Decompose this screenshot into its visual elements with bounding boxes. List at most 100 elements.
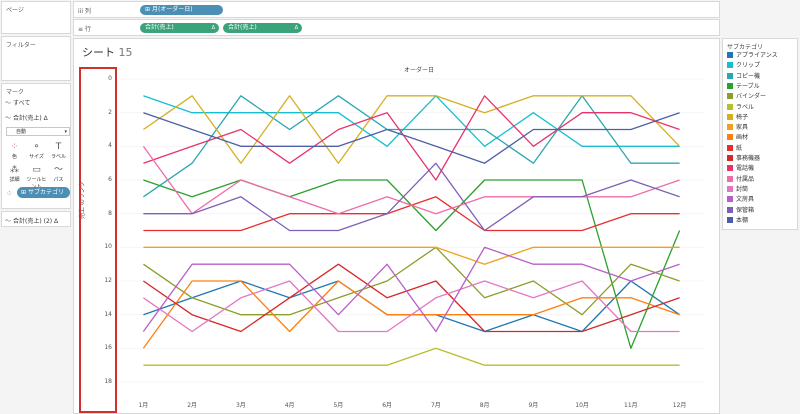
legend-item[interactable]: 椅子 — [727, 113, 748, 123]
series-line-11[interactable] — [143, 263, 680, 333]
marks-measure-row[interactable]: 〜合計(売上) Δ — [5, 113, 48, 122]
top-axis-title: オーダー日 — [404, 67, 435, 74]
marks-title: マーク — [6, 89, 25, 96]
legend-swatch — [727, 82, 733, 89]
line-mark-icon: 〜 — [5, 115, 12, 122]
line-chart[interactable] — [74, 39, 719, 413]
series-line-8[interactable] — [143, 246, 680, 265]
x-tick-label: 8月 — [479, 402, 490, 409]
columns-shelf[interactable]: iii 列 ⊞ 月(オーダー日) — [73, 1, 720, 18]
legend-label: バインダー — [736, 93, 767, 101]
legend-item[interactable]: 紙 — [727, 144, 743, 154]
path-label: パス — [53, 177, 64, 183]
delta-icon: Δ — [211, 25, 215, 31]
legend-item[interactable]: コピー機 — [727, 72, 761, 82]
size-button[interactable]: ⚬ サイズ — [26, 141, 47, 165]
series-line-1[interactable] — [143, 280, 680, 333]
y-tick-label: 8 — [108, 209, 112, 217]
series-line-16[interactable] — [143, 162, 680, 232]
y-tick-label: 16 — [104, 344, 112, 352]
legend-title: サブカテゴリ — [727, 44, 764, 51]
color-button[interactable]: ⁘ 色 — [4, 141, 25, 165]
legend-item[interactable]: バインダー — [727, 93, 766, 102]
rows-shelf-label: ≡ 行 — [78, 24, 91, 33]
series-line-6[interactable] — [143, 347, 680, 366]
color-label: 色 — [11, 154, 17, 160]
y-tick-label: 6 — [108, 176, 112, 183]
series-line-3[interactable] — [143, 95, 680, 198]
color-dots-icon: ⁘ — [6, 189, 13, 198]
marks-measure2-card[interactable]: 〜合計(売上) (2) Δ — [1, 211, 71, 227]
marks-all-row[interactable]: 〜すべて — [5, 98, 30, 107]
legend-label: クリップ — [736, 62, 761, 70]
legend-item[interactable]: 本棚 — [727, 216, 749, 226]
delta-icon: Δ — [52, 218, 59, 225]
series-line-14[interactable] — [143, 280, 680, 333]
series-line-13[interactable] — [142, 145, 680, 215]
sum-sales-pill-1[interactable]: 合計(売上) Δ — [140, 23, 219, 33]
series-line-7[interactable] — [143, 95, 681, 164]
legend-swatch — [727, 206, 733, 213]
size-icon: ⚬ — [32, 142, 41, 152]
legend-item[interactable]: ラベル — [727, 103, 755, 113]
legend-swatch — [727, 196, 733, 203]
legend-swatch — [727, 72, 733, 79]
legend-item[interactable]: 電話機 — [727, 165, 754, 174]
label-button[interactable]: T ラベル — [48, 141, 69, 165]
y-tick-label: 0 — [108, 75, 112, 82]
legend-label: コピー機 — [736, 72, 761, 80]
series-line-5[interactable] — [143, 246, 680, 316]
x-tick-label: 9月 — [528, 402, 539, 409]
line-mark-icon: 〜 — [5, 218, 12, 225]
mark-type-value: 自動 — [16, 129, 27, 135]
legend-item[interactable]: 家具 — [727, 124, 748, 133]
legend-item[interactable]: 事務機器 — [727, 155, 760, 164]
x-tick-label: 7月 — [430, 402, 441, 409]
sheet-number: 15 — [118, 46, 133, 59]
y-tick-label: 4 — [108, 142, 112, 150]
legend-label: テーブル — [736, 82, 760, 90]
legend-item[interactable]: クリップ — [727, 62, 760, 71]
rows-pill1-label: 合計(売上) — [145, 24, 174, 31]
legend-swatch — [727, 144, 733, 151]
left-panel: ページ フィルター マーク 〜すべて 〜合計(売上) Δ 自動 ▾ ⁘ 色 ⚬ サイ… — [0, 0, 72, 414]
x-tick-label: 5月 — [333, 402, 344, 409]
series-line-15[interactable] — [142, 246, 680, 333]
x-tick-label: 1月 — [138, 402, 149, 409]
sum-sales-pill-2[interactable]: 合計(売上) Δ — [223, 23, 302, 33]
legend-label: ラベル — [736, 103, 755, 111]
x-tick-label: 11月 — [624, 402, 638, 409]
marks-measure2-row[interactable]: 〜合計(売上) (2) Δ — [5, 216, 58, 225]
legend-item[interactable]: 封筒 — [727, 185, 748, 195]
legend-item[interactable]: 画材 — [727, 134, 748, 143]
legend-item[interactable]: 付属品 — [727, 175, 755, 185]
legend-label: 付属品 — [736, 175, 755, 183]
y-tick-label: 18 — [104, 378, 112, 385]
legend-item[interactable]: アプライアンス — [727, 52, 778, 61]
filters-card[interactable]: フィルター — [1, 36, 71, 81]
legend-label: 本棚 — [736, 216, 749, 224]
pill-icon: ⊞ — [145, 6, 152, 13]
y-tick-label: 10 — [104, 243, 112, 251]
legend-label: 紙 — [736, 144, 743, 152]
marks-card: マーク 〜すべて 〜合計(売上) Δ 自動 ▾ ⁘ 色 ⚬ サイズ T ラベル ⁂ 詳細 — [1, 83, 71, 209]
path-button[interactable]: 〜パス — [48, 164, 69, 188]
month-order-date-pill[interactable]: ⊞ 月(オーダー日) — [140, 5, 223, 15]
pages-card[interactable]: ページ — [1, 1, 71, 34]
legend-item[interactable]: 文房具 — [727, 196, 754, 205]
tooltip-button[interactable]: ▭ツールヒント — [26, 164, 47, 190]
rows-shelf[interactable]: ≡ 行 合計(売上) Δ 合計(売上) Δ — [73, 19, 720, 36]
series-line-12[interactable] — [143, 95, 680, 181]
legend-item[interactable]: テーブル — [727, 82, 760, 92]
legend-swatch — [727, 185, 733, 192]
series-line-2[interactable] — [143, 95, 680, 147]
detail-icon: ⁂ — [10, 165, 19, 175]
legend-item[interactable]: 保管箱 — [727, 206, 754, 216]
mark-type-dropdown[interactable]: 自動 ▾ — [6, 127, 70, 136]
legend-label: 電話機 — [736, 165, 755, 173]
detail-button[interactable]: ⁂ 詳細 — [4, 164, 25, 188]
chevron-down-icon: ▾ — [64, 129, 67, 135]
subcategory-legend[interactable]: サブカテゴリ アプライアンス クリップコピー機テーブルバインダーラベル椅子 家具 画材… — [722, 38, 798, 230]
subcategory-color-pill[interactable]: ⊞ サブカテゴリ — [17, 187, 70, 198]
series-line-17[interactable] — [143, 112, 680, 164]
